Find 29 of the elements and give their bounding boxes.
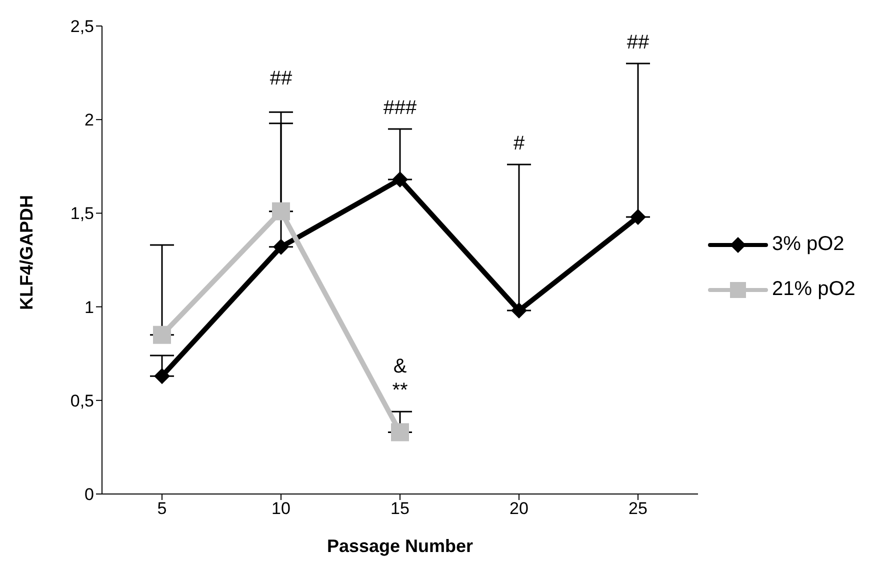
point (630, 208, 646, 225)
y-tick-label: 1 (84, 298, 94, 317)
annotation: ### (383, 97, 418, 120)
point (153, 326, 171, 344)
x-tick-label: 25 (628, 499, 648, 518)
y-tick-label: 1,5 (70, 204, 94, 224)
x-tick-label: 5 (157, 499, 167, 518)
x-tick-label: 10 (272, 499, 290, 518)
y-tick-label: 2,5 (70, 17, 94, 36)
annotation: ** (392, 380, 408, 402)
y-tick-label: 0,5 (70, 391, 94, 410)
annotation: ## (270, 67, 293, 90)
point (154, 368, 170, 384)
point (272, 202, 290, 220)
x-tick-label: 20 (510, 499, 528, 518)
x-axis-title: Passage Number (326, 536, 474, 556)
legend-label: 21% pO2 (772, 278, 856, 301)
y-tick-label: 2 (84, 110, 94, 130)
legend-label: 3% pO2 (772, 233, 844, 256)
y-axis-title: KLF4/GAPDH (16, 194, 36, 310)
annotation: # (513, 132, 526, 155)
annotation: & (393, 356, 408, 378)
point (391, 423, 409, 442)
point (511, 302, 527, 319)
point (273, 238, 289, 255)
y-tick-label: 0 (84, 485, 94, 504)
x-tick-label: 15 (390, 499, 410, 518)
point (392, 172, 408, 188)
annotation: ## (626, 32, 650, 54)
